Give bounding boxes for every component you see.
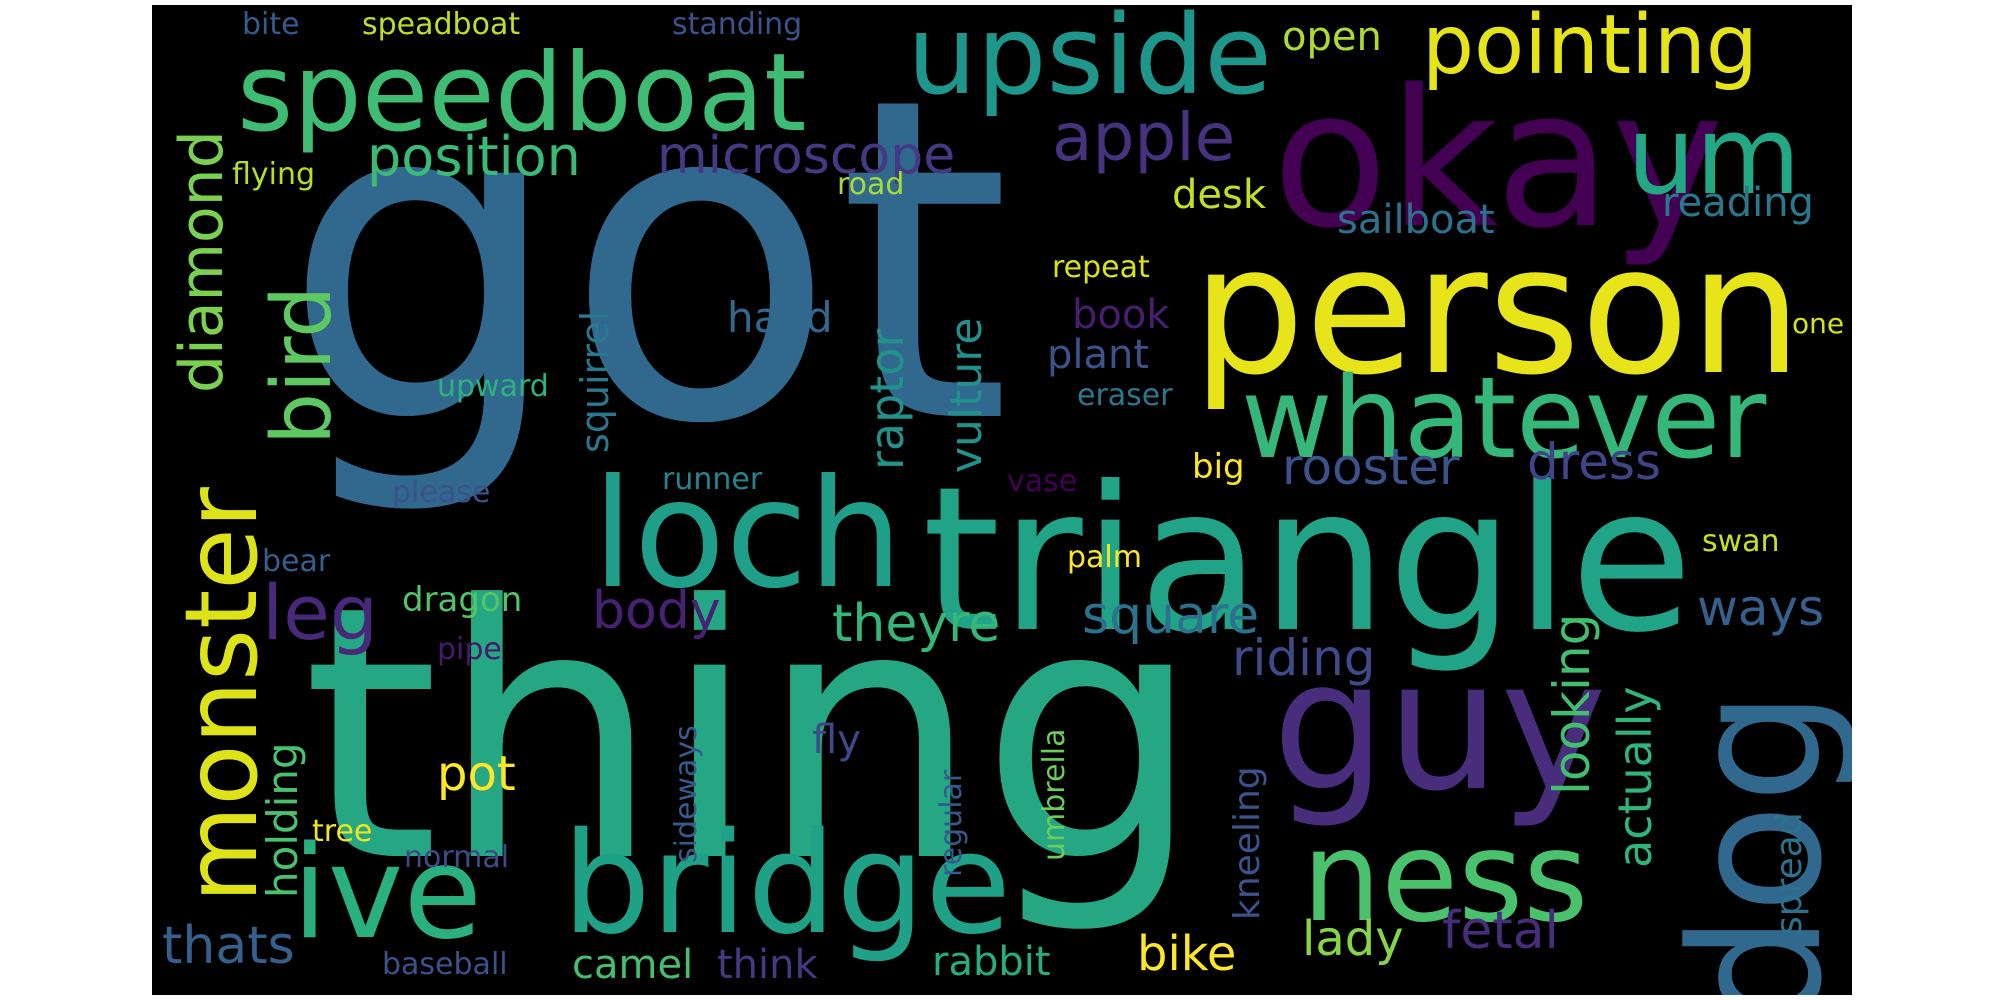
word-holding: holding xyxy=(258,742,307,898)
word-got: got xyxy=(282,5,1012,521)
word-standing: standing xyxy=(672,7,803,42)
word-triangle: triangle xyxy=(922,444,1694,677)
word-cloud: got thing triangle person okay loch guy … xyxy=(152,5,1852,995)
word-hand: hand xyxy=(727,293,833,342)
word-regular: regular xyxy=(934,769,969,877)
word-dress: dress xyxy=(1527,433,1662,491)
word-kneeling: kneeling xyxy=(1227,766,1268,920)
word-please: please xyxy=(392,475,491,510)
word-riding: riding xyxy=(1232,629,1376,687)
word-vase: vase xyxy=(1007,464,1078,499)
word-one: one xyxy=(1792,307,1845,340)
word-bite: bite xyxy=(242,7,300,42)
word-person: person xyxy=(1192,207,1803,414)
word-position: position xyxy=(367,125,581,188)
word-ive: ive xyxy=(292,819,483,968)
word-vulture: vulture xyxy=(941,317,992,473)
word-fly: fly xyxy=(812,717,861,763)
word-upward: upward xyxy=(437,369,549,404)
word-okay: okay xyxy=(1272,49,1724,270)
word-pot: pot xyxy=(437,746,516,802)
word-bridge: bridge xyxy=(562,803,1012,966)
word-squirrel: squirrel xyxy=(573,310,617,453)
word-normal: normal xyxy=(404,840,510,875)
word-think: think xyxy=(717,942,818,988)
word-bird: bird xyxy=(255,285,350,445)
word-raptor: raptor xyxy=(860,328,914,470)
word-plant: plant xyxy=(1047,332,1150,378)
word-square: square xyxy=(1082,586,1260,646)
word-spread: spread xyxy=(1769,812,1810,935)
word-apple: apple xyxy=(1052,99,1236,176)
word-loch: loch xyxy=(592,448,903,622)
word-lady: lady xyxy=(1302,911,1404,967)
word-bear: bear xyxy=(262,544,331,579)
word-book: book xyxy=(1072,292,1170,338)
word-desk: desk xyxy=(1172,172,1267,218)
word-fetal: fetal xyxy=(1442,901,1559,961)
word-thing: thing xyxy=(302,531,1203,939)
word-speedboat: speedboat xyxy=(237,31,807,156)
word-diamond: diamond xyxy=(167,130,237,393)
word-road: road xyxy=(837,167,905,202)
word-rabbit: rabbit xyxy=(932,939,1051,985)
word-speadboat: speadboat xyxy=(362,7,521,42)
word-palm: palm xyxy=(1067,540,1142,575)
word-open: open xyxy=(1282,14,1382,60)
word-actually: actually xyxy=(1608,686,1662,868)
word-monster: monster xyxy=(163,487,280,903)
word-eraser: eraser xyxy=(1077,378,1173,413)
word-bike: bike xyxy=(1137,926,1237,982)
word-pointing: pointing xyxy=(1422,5,1758,93)
word-swan: swan xyxy=(1702,524,1780,559)
word-reading: reading xyxy=(1662,180,1814,226)
word-dog: dog xyxy=(1653,689,1852,995)
word-umbrella: umbrella xyxy=(1037,728,1072,861)
word-ways: ways xyxy=(1697,579,1825,637)
word-repeat: repeat xyxy=(1052,250,1150,285)
word-leg: leg xyxy=(262,568,379,657)
word-thats: thats xyxy=(162,916,295,976)
word-rooster: rooster xyxy=(1282,438,1460,496)
word-body: body xyxy=(592,581,721,641)
word-camel: camel xyxy=(572,942,694,988)
word-pipe: pipe xyxy=(437,632,502,667)
word-ness: ness xyxy=(1302,805,1589,950)
word-upside: upside xyxy=(907,5,1272,119)
word-sailboat: sailboat xyxy=(1337,197,1495,243)
word-baseball: baseball xyxy=(382,947,508,982)
word-big: big xyxy=(1192,447,1245,487)
word-sideways: sideways xyxy=(669,725,704,863)
word-guy: guy xyxy=(1272,622,1607,831)
word-tree: tree xyxy=(312,814,373,849)
word-um: um xyxy=(1627,94,1801,219)
word-runner: runner xyxy=(662,462,763,497)
word-whatever: whatever xyxy=(1241,354,1767,484)
word-looking: looking xyxy=(1543,613,1601,795)
word-microscope: microscope xyxy=(657,126,956,186)
word-theyre: theyre xyxy=(832,594,1001,654)
word-dragon: dragon xyxy=(402,580,523,620)
word-flying: flying xyxy=(232,157,316,192)
